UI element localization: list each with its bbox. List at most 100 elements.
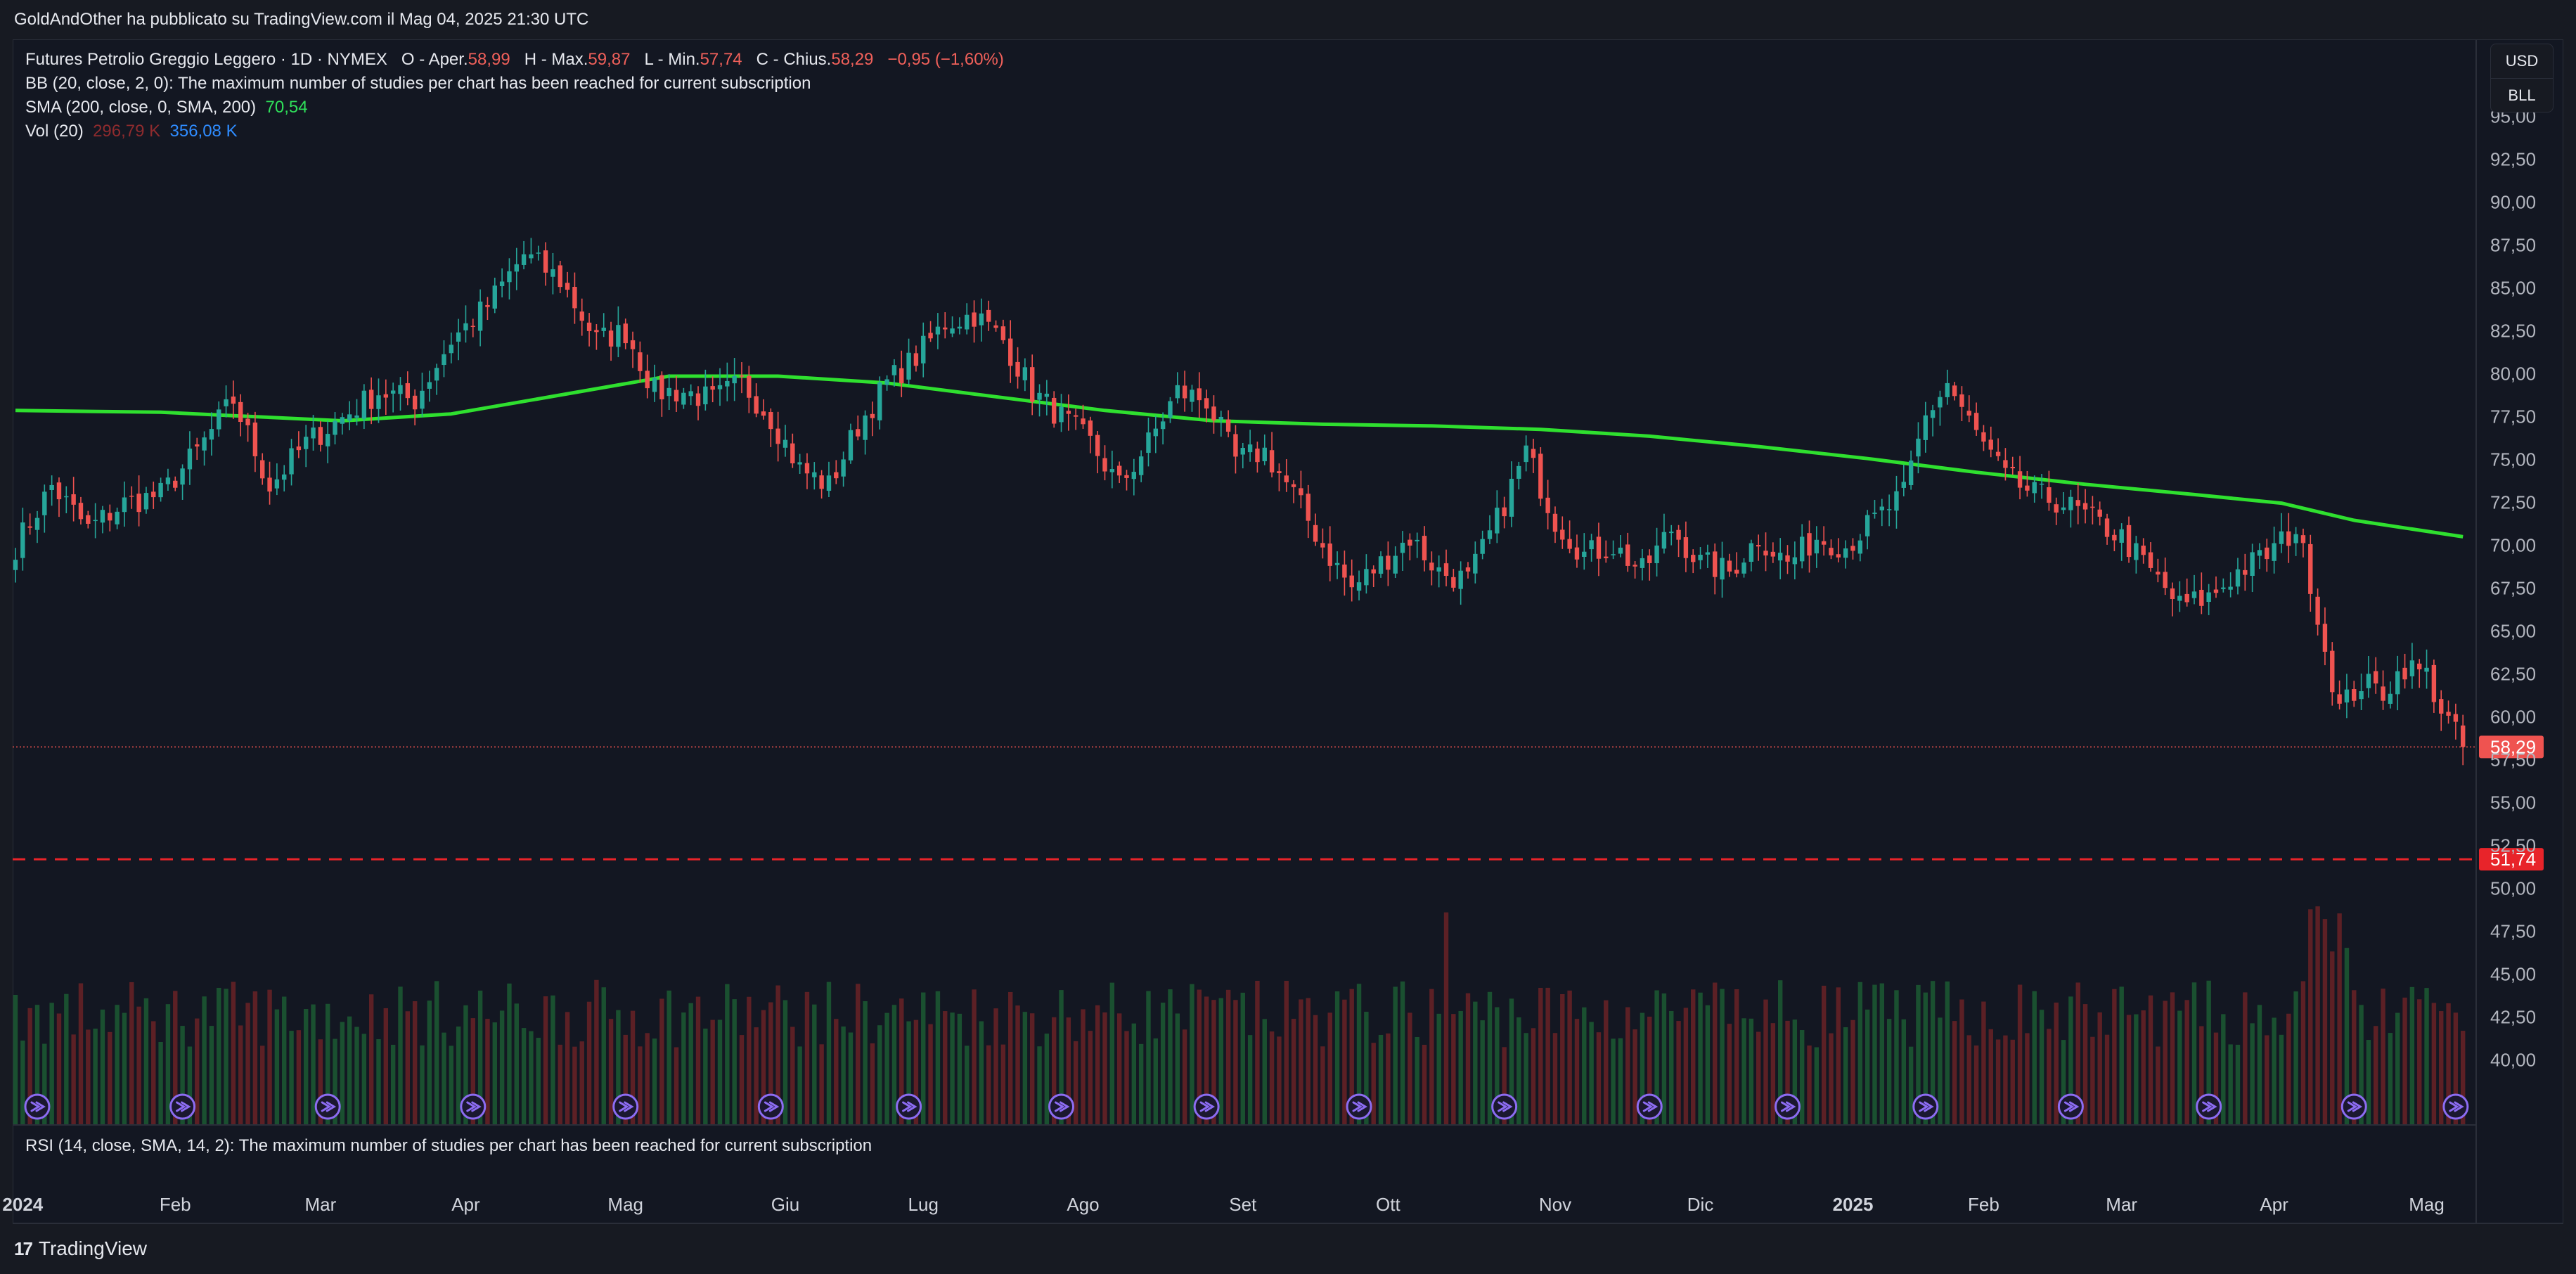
candle-body [158, 483, 162, 497]
candle-body [2011, 467, 2015, 468]
volume-bar [1981, 1002, 1985, 1125]
volume-bar [1843, 1027, 1848, 1125]
candle-body [790, 444, 794, 463]
candle-body [384, 394, 388, 398]
currency-label[interactable]: USD [2491, 44, 2553, 78]
candle-body [1342, 565, 1346, 578]
candle-body [1284, 475, 1289, 482]
rsi-indicator-label[interactable]: RSI (14, close, SMA, 14, 2): The maximum… [25, 1136, 872, 1156]
candle-body [1117, 465, 1121, 475]
time-tick-label: Ago [1067, 1194, 1099, 1215]
volume-bar [2221, 1014, 2225, 1125]
candle-body [1698, 555, 1702, 560]
volume-bar [275, 1010, 279, 1125]
candle-body [2301, 535, 2305, 543]
volume-bar [870, 1043, 875, 1125]
symbol-name[interactable]: Futures Petrolio Greggio Leggero · 1D · … [25, 50, 387, 69]
candle-body [1277, 471, 1281, 473]
candle-body [2308, 544, 2312, 594]
candle-body [979, 314, 984, 326]
candle-body [856, 429, 860, 436]
volume-bar [500, 1010, 504, 1125]
volume-bar [434, 981, 439, 1125]
bb-indicator-line[interactable]: BB (20, close, 2, 0): The maximum number… [25, 72, 1004, 96]
close-label: C - Chius. [756, 50, 832, 69]
volume-bar [1676, 1021, 1680, 1125]
volume-bar [2374, 1026, 2378, 1125]
volume-bar [1451, 1014, 1455, 1125]
candle-body [1161, 421, 1165, 429]
candle-body [1516, 466, 1521, 479]
volume-bar [347, 1017, 352, 1125]
volume-bar [536, 1038, 541, 1125]
volume-bar [1887, 1019, 1891, 1125]
footer-brand[interactable]: 17 TradingView [14, 1237, 147, 1260]
candle-body [877, 382, 882, 420]
volume-bar [151, 1021, 155, 1125]
volume-bar [972, 989, 976, 1125]
volume-bar [1815, 1047, 1819, 1125]
volume-bar [849, 1032, 853, 1125]
volume-bar [1807, 1045, 1811, 1125]
volume-bar [2047, 1029, 2051, 1125]
price-tick-label: 90,00 [2490, 192, 2536, 213]
volume-bar [936, 991, 940, 1125]
volume-bar [1727, 1024, 1732, 1125]
candle-body [231, 397, 236, 404]
candle-body [1059, 407, 1063, 423]
price-tick-label: 50,00 [2490, 878, 2536, 899]
volume-bar [1741, 1018, 1746, 1125]
volume-bar [1625, 1008, 1630, 1125]
volume-bar [1669, 1011, 1673, 1125]
price-tick-label: 57,50 [2490, 749, 2536, 771]
price-tick-label: 82,50 [2490, 321, 2536, 342]
volume-bar [210, 1026, 214, 1125]
volume-bar [2011, 1040, 2015, 1125]
unit-label[interactable]: BLL [2491, 78, 2553, 112]
volume-bar [1524, 1033, 1528, 1125]
candle-body [456, 333, 461, 342]
candle-body [1756, 545, 1760, 546]
price-tick-label: 92,50 [2490, 149, 2536, 170]
sma-label[interactable]: SMA (200, close, 0, SMA, 200) [25, 98, 256, 117]
candle-body [2323, 624, 2327, 652]
volume-bar [1241, 993, 1245, 1125]
candle-body [805, 463, 809, 474]
candle-body [442, 354, 446, 365]
candle-body [1335, 563, 1339, 565]
candle-body [1604, 557, 1608, 558]
volume-bar [522, 1028, 526, 1125]
candle-body [1306, 494, 1310, 521]
volume-bar [101, 1010, 105, 1125]
volume-bar [1822, 986, 1826, 1125]
currency-unit-box[interactable]: USD BLL [2490, 44, 2554, 112]
volume-bar [2265, 1035, 2269, 1125]
volume-bar [1190, 984, 1194, 1125]
volume-bar [943, 1011, 947, 1125]
volume-label[interactable]: Vol (20) [25, 122, 84, 141]
volume-bar [2184, 1000, 2189, 1125]
volume-bar [1850, 1020, 1855, 1125]
candle-body [1241, 448, 1245, 454]
candle-body [2461, 726, 2465, 747]
volume-bar [674, 1047, 678, 1125]
candle-body [2293, 534, 2298, 543]
candle-body [1865, 515, 1869, 536]
volume-bar [1734, 989, 1739, 1125]
candle-body [1909, 461, 1913, 485]
sma-value: 70,54 [266, 98, 308, 117]
candle-body [631, 340, 635, 349]
volume-bar [1531, 1028, 1535, 1125]
volume-bar [2381, 989, 2385, 1125]
candle-body [624, 323, 628, 343]
volume-bar [2301, 982, 2305, 1125]
volume-bar [376, 1039, 380, 1125]
candle-body [1095, 435, 1100, 456]
candle-body [86, 515, 90, 524]
candle-body [2345, 690, 2349, 702]
candle-body [238, 402, 243, 422]
volume-bar [2308, 909, 2312, 1125]
candle-body [1328, 543, 1332, 566]
candle-body [884, 379, 889, 385]
